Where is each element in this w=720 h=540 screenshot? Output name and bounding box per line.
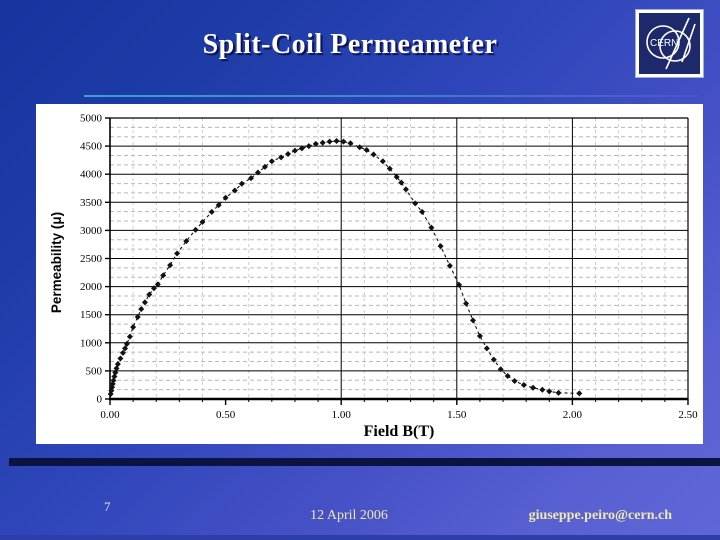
permeability-chart: 0 500 1000 1500 2000 2500 3000 3500 4000 4500 5000… [49, 113, 698, 441]
cern-logo-text: CERN [650, 38, 678, 49]
svg-text:Permeability (μ): Permeability (μ) [49, 212, 64, 313]
svg-text:0.00: 0.00 [100, 409, 120, 421]
svg-text:4500: 4500 [80, 141, 103, 153]
footer-date: 12 April 2006 [310, 508, 388, 523]
svg-text:1500: 1500 [80, 309, 103, 321]
svg-text:500: 500 [86, 365, 103, 377]
svg-text:1.50: 1.50 [447, 409, 467, 421]
slide-title: Split-Coil Permeameter [202, 29, 498, 60]
svg-text:3500: 3500 [80, 197, 103, 209]
bottom-edge [0, 535, 720, 540]
footer-divider-bar [9, 458, 720, 466]
svg-text:3000: 3000 [80, 225, 103, 237]
svg-text:2.50: 2.50 [678, 409, 698, 421]
svg-text:2000: 2000 [80, 281, 103, 293]
cern-logo-graphic: CERN [646, 17, 696, 70]
svg-text:Field B(T): Field B(T) [364, 423, 435, 440]
svg-text:0: 0 [97, 394, 103, 406]
svg-text:5000: 5000 [80, 113, 103, 125]
svg-text:2.00: 2.00 [563, 409, 583, 421]
slide-number: 7 [104, 499, 111, 514]
svg-text:2500: 2500 [80, 253, 103, 265]
title-underline [84, 95, 698, 97]
svg-text:0.50: 0.50 [216, 409, 236, 421]
svg-text:4000: 4000 [80, 169, 103, 181]
cern-logo: CERN [635, 9, 704, 78]
chart-area: 0 500 1000 1500 2000 2500 3000 3500 4000 4500 5000… [36, 104, 703, 444]
svg-text:1.00: 1.00 [332, 409, 352, 421]
footer-email: giuseppe.peiro@cern.ch [528, 508, 672, 523]
svg-text:1000: 1000 [80, 337, 103, 349]
